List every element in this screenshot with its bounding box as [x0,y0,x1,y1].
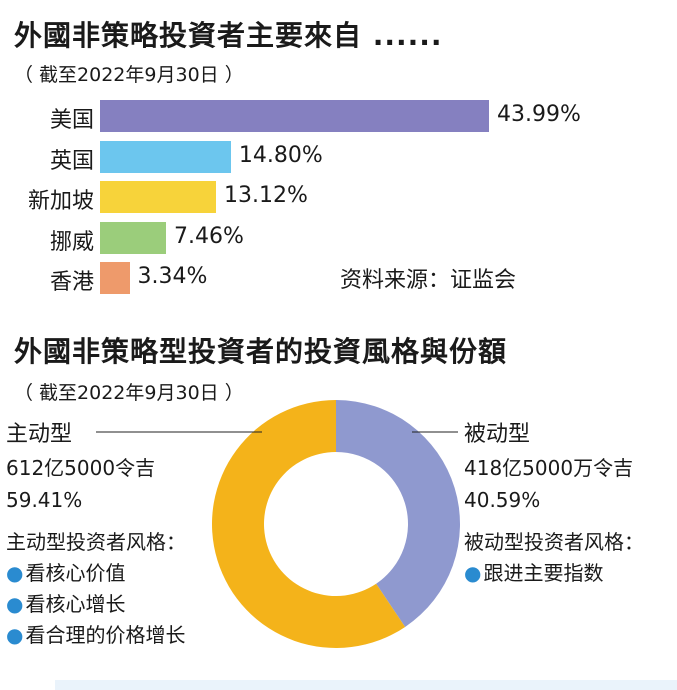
bullet-icon: ● [6,623,24,647]
active-label: 主动型 [6,422,73,447]
bar-value-label: 3.34% [137,264,208,289]
bar-chart-subtitle: （ 截至2022年9月30日 ） [14,64,244,86]
bar-value-label: 7.46% [173,223,244,249]
bar [100,100,489,132]
bar-value-label: 14.80% [238,142,323,168]
bar [100,262,130,294]
bar [100,181,217,213]
bar-category-label: 英国 [49,148,94,174]
bar-category-label: 新加坡 [27,189,94,214]
active-percent: 59.41% [6,488,83,512]
bottom-strip [55,680,677,690]
passive-percent: 40.59% [464,488,541,512]
bar-value-label: 43.99% [497,102,581,127]
active-style-item: ● 看核心增长 [6,592,126,616]
bullet-icon: ● [6,561,24,585]
bar-category-label: 挪威 [49,229,94,255]
bullet-icon: ● [464,561,482,585]
bar-value-label: 13.12% [224,183,308,208]
passive-style-item: ● 跟进主要指数 [464,561,604,585]
bar-category-label: 美国 [49,108,94,133]
donut-chart-subtitle: （ 截至2022年9月30日 ） [14,382,244,404]
bar-category-label: 香港 [49,270,94,295]
donut-slice [336,400,461,627]
bar [100,221,166,254]
donut-chart-title: 外國非策略型投資者的投資風格與份額 [14,335,508,368]
bullet-icon: ● [6,592,24,616]
passive-amount: 418亿5000万令吉 [464,456,634,480]
bar [100,140,231,173]
active-amount: 612亿5000令吉 [6,456,156,480]
active-style-heading: 主动型投资者风格： [6,530,186,554]
active-style-item: ● 看合理的价格增长 [6,623,186,647]
passive-style-heading: 被动型投资者风格： [464,530,644,554]
bar-chart-title: 外國非策略投資者主要來自 ...... [14,19,443,52]
source-note: 资料来源：证监会 [340,268,517,293]
passive-label: 被动型 [464,422,531,447]
donut-slice [212,400,406,648]
active-style-item: ● 看核心价值 [6,561,126,585]
